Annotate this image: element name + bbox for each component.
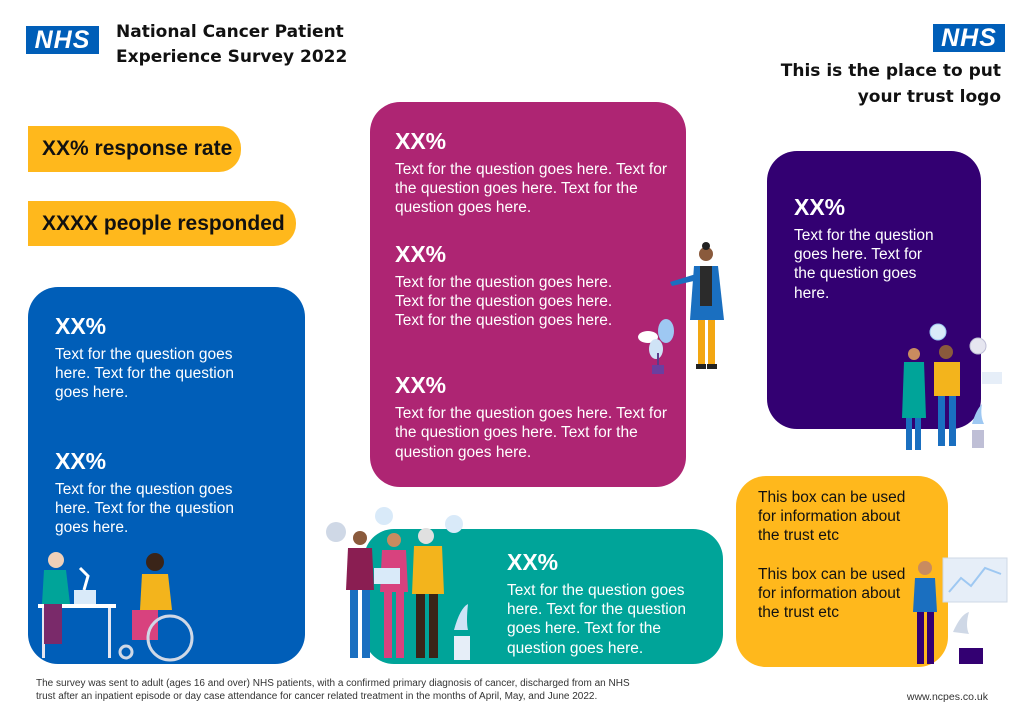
magenta-text-1: Text for the question goes here. Text fo… [395,161,667,217]
survey-title-line2: Experience Survey 2022 [116,47,348,67]
plant-illustration-magenta [638,319,674,374]
magenta-stat-1: XX% [395,128,447,154]
trust-info-2: This box can be used for information abo… [758,565,906,622]
teal-stat: XX% [507,549,559,575]
trust-logo-line2: your trust logo [857,87,1001,107]
survey-title-line1: National Cancer Patient [116,22,344,42]
website-link[interactable]: www.ncpes.co.uk [906,691,988,703]
nhs-logo-left: NHS [26,26,99,54]
blue-text-2: Text for the question goes here. Text fo… [55,480,234,537]
survey-title: National Cancer Patient Experience Surve… [116,20,347,70]
response-rate-badge: XX% response rate [28,126,241,172]
footnote-line1: The survey was sent to adult (ages 16 an… [36,678,630,689]
survey-footnote: The survey was sent to adult (ages 16 an… [36,677,696,703]
group-of-people-illustration [326,507,470,660]
magenta-stat-3: XX% [395,372,447,399]
magenta-stat-card: XX% Text for the question goes here. Tex… [370,102,686,487]
teal-text: Text for the question goes here. Text fo… [507,582,686,657]
trust-logo-line1: This is the place to put [780,61,1001,81]
trust-info-1: This box can be used for information abo… [758,489,906,545]
blue-stat-1: XX% [55,313,107,339]
footnote-line2: trust after an inpatient episode or day … [36,691,598,702]
purple-text: Text for the question goes here. Text fo… [794,227,934,302]
trust-info-card: This box can be used for information abo… [736,476,948,667]
magenta-text-3: Text for the question goes here. Text fo… [395,405,667,461]
desk-and-wheelchair-illustration [38,552,194,662]
magenta-text-2: Text for the question goes here. Text fo… [395,273,613,330]
presenter-with-board-illustration [913,557,1008,664]
purple-stat: XX% [794,194,846,220]
person-presenting-illustration [670,242,724,369]
blue-text-1: Text for the question goes here. Text fo… [55,346,234,402]
people-responded-badge: XXXX people responded [28,201,296,246]
trust-logo-placeholder: This is the place to put your trust logo [671,58,1001,110]
nhs-logo-right: NHS [933,24,1005,52]
magenta-stat-2: XX% [395,240,447,267]
blue-stat-2: XX% [55,447,107,474]
two-people-illustration [902,323,1002,450]
